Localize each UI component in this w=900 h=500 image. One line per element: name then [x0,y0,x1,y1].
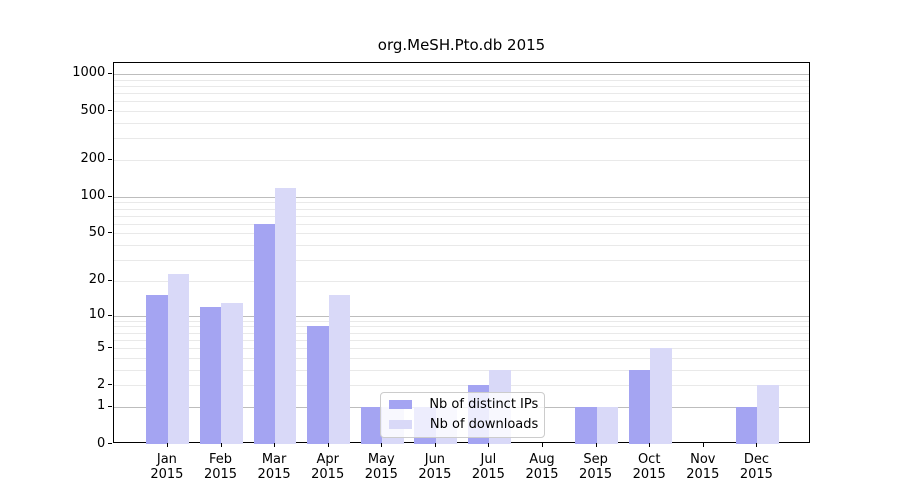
gridline-y-20 [114,280,809,282]
gridline-y-5 [114,347,809,349]
gridline-y-1000 [114,73,809,75]
x-tick-sep [595,443,597,447]
y-tick-1000 [108,72,113,74]
legend-item-downloads: Nb of downloads [388,416,539,433]
y-tick-label-0: 0 [97,435,106,451]
y-tick-200 [108,158,113,160]
y-tick-1 [108,405,113,407]
gridline-y-6 [114,339,809,341]
y-tick-label-50: 50 [88,224,106,240]
x-tick-label-aug: Aug 2015 [525,452,559,482]
gridline-y-40 [114,245,809,247]
legend-label-distinct-ips: Nb of distinct IPs [429,396,539,412]
x-tick-label-may: May 2015 [364,452,398,482]
x-tick-jan [166,443,168,447]
gridline-y-2 [114,385,809,387]
x-tick-jul [488,443,490,447]
legend-swatch-downloads-icon [388,420,412,430]
gridline-y-3 [114,369,809,371]
x-tick-mar [274,443,276,447]
x-tick-nov [702,443,704,447]
gridline-y-30 [114,260,809,262]
gridline-y-100 [114,196,809,198]
legend-label-downloads: Nb of downloads [429,416,539,432]
y-tick-label-500: 500 [80,102,106,118]
y-tick-0 [108,443,113,444]
x-tick-dec [756,443,758,447]
bar-sep-ips [575,406,597,444]
bar-mar-downloads [275,188,297,444]
y-tick-500 [108,110,113,111]
bar-feb-downloads [221,302,243,444]
bar-apr-ips [307,326,329,444]
bar-dec-downloads [757,385,779,444]
legend: Nb of distinct IPs Nb of downloads [379,391,546,439]
y-tick-20 [108,279,113,281]
bar-apr-downloads [328,295,351,444]
x-tick-label-mar: Mar 2015 [257,452,291,482]
bar-sep-downloads [596,406,618,444]
gridline-y-9 [114,320,809,322]
y-tick-50 [108,232,113,234]
x-tick-label-nov: Nov 2015 [686,452,720,482]
y-tick-label-200: 200 [80,151,106,167]
gridline-y-800 [114,85,809,87]
y-tick-label-1: 1 [97,398,106,414]
y-tick-label-10: 10 [88,307,106,323]
legend-swatch-distinct-ips-icon [388,400,412,410]
bar-jan-downloads [167,273,190,444]
x-tick-apr [327,443,329,447]
x-tick-oct [649,443,651,447]
gridline-y-50 [114,233,809,235]
x-tick-label-jan: Jan 2015 [150,452,184,482]
x-tick-feb [220,443,222,447]
x-tick-aug [542,443,543,447]
y-tick-10 [108,314,113,316]
y-tick-5 [108,347,113,348]
y-tick-label-5: 5 [97,339,106,355]
bar-oct-ips [628,369,651,444]
gridline-y-300 [114,138,809,140]
y-tick-label-20: 20 [88,272,106,288]
y-tick-100 [108,195,113,197]
gridline-y-700 [114,92,809,94]
x-tick-label-jul: Jul 2015 [471,452,505,482]
bar-may-ips [360,406,383,444]
y-tick-label-1000: 1000 [72,65,106,81]
x-tick-label-oct: Oct 2015 [632,452,666,482]
gridline-y-10 [114,315,809,317]
bar-dec-ips [735,406,758,444]
gridline-y-4 [114,357,809,359]
x-tick-label-feb: Feb 2015 [203,452,238,482]
gridline-y-70 [114,215,809,217]
gridline-y-900 [114,79,809,81]
bar-mar-ips [253,223,276,444]
gridline-y-500 [114,110,809,112]
y-tick-2 [108,384,113,386]
gridline-y-90 [114,202,809,204]
gridline-y-60 [114,223,809,225]
y-tick-label-2: 2 [97,376,106,392]
bar-jan-ips [146,295,168,444]
x-tick-may [381,443,383,447]
bar-feb-ips [200,306,222,444]
y-tick-label-100: 100 [80,188,106,204]
chart-title: org.MeSH.Pto.db 2015 [377,36,546,54]
gridline-y-7 [114,332,809,334]
gridline-y-8 [114,326,809,328]
x-tick-label-dec: Dec 2015 [739,452,773,482]
plot-area: Nb of distinct IPs Nb of downloads [113,62,810,444]
gridline-y-200 [114,159,809,161]
gridline-y-600 [114,101,809,103]
x-tick-jun [434,443,436,447]
gridline-y-400 [114,122,809,124]
x-tick-label-jun: Jun 2015 [418,452,452,482]
x-tick-label-sep: Sep 2015 [579,452,613,482]
bar-oct-downloads [650,347,672,444]
legend-item-distinct-ips: Nb of distinct IPs [388,396,539,413]
x-tick-label-apr: Apr 2015 [311,452,345,482]
gridline-y-80 [114,208,809,210]
